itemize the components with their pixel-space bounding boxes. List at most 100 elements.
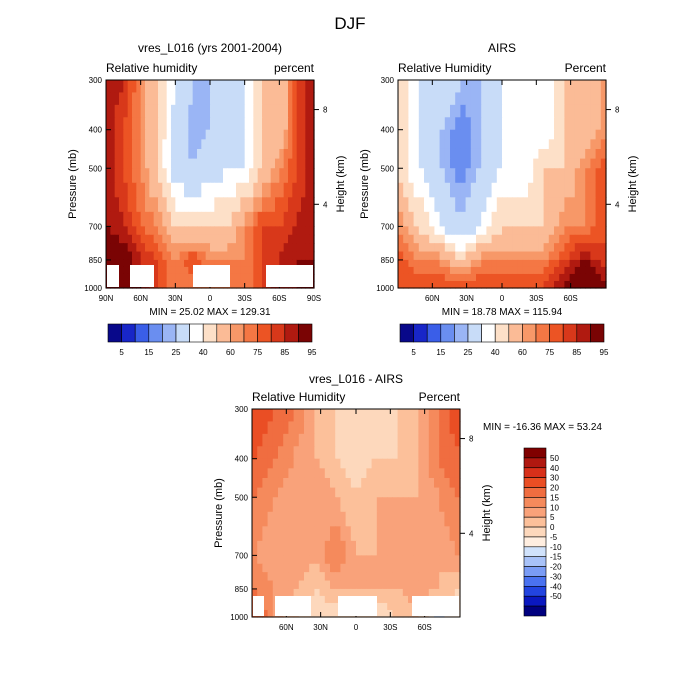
heat-cell	[376, 526, 383, 542]
heat-cell	[465, 139, 472, 150]
heat-cell	[413, 588, 419, 597]
heat-cell	[543, 197, 550, 213]
heat-cell	[413, 563, 419, 573]
heat-cell	[439, 280, 446, 289]
heat-cell	[267, 497, 274, 513]
heat-cell	[413, 211, 420, 227]
heat-cell	[392, 477, 399, 489]
heat-cell	[218, 158, 224, 169]
heat-cell	[171, 168, 176, 184]
heat-cell	[528, 158, 534, 169]
colorbar-swatch	[175, 323, 190, 343]
heat-cell	[218, 234, 224, 244]
heat-cell	[140, 129, 146, 140]
heat-cell	[227, 259, 233, 268]
heat-cell	[444, 234, 451, 244]
heat-cell	[309, 226, 315, 236]
heat-cell	[305, 182, 311, 198]
heat-cell	[309, 477, 315, 489]
heat-cell	[548, 243, 555, 253]
heat-cell	[382, 572, 388, 582]
heat-cell	[387, 421, 393, 435]
heat-cell	[387, 572, 393, 582]
heat-cell	[345, 511, 352, 527]
heat-cell	[554, 259, 560, 268]
heat-cell	[496, 251, 503, 261]
heat-cell	[314, 433, 321, 447]
heat-cell	[403, 182, 409, 198]
heat-cell	[240, 168, 246, 184]
heat-cell	[590, 234, 597, 244]
heat-cell	[418, 243, 425, 253]
heat-cell	[309, 104, 315, 118]
heat-cell	[418, 226, 425, 236]
heat-cell	[293, 580, 300, 590]
lat-tick-label: 60S	[272, 294, 286, 303]
heat-cell	[106, 197, 111, 213]
heat-cell	[283, 421, 289, 435]
heat-cell	[502, 243, 508, 253]
heat-cell	[319, 602, 326, 611]
heat-cell	[292, 158, 298, 169]
heat-cell	[272, 580, 279, 590]
heat-cell	[434, 421, 440, 435]
heat-cell	[454, 526, 461, 542]
heat-cell	[402, 602, 409, 611]
heat-cell	[324, 433, 331, 447]
heat-cell	[293, 458, 300, 469]
colorbar-swatch	[216, 323, 231, 343]
heat-cell	[502, 197, 508, 213]
heat-cell	[335, 497, 341, 513]
heat-cell	[298, 458, 305, 469]
heat-cell	[314, 609, 321, 618]
heat-cell	[470, 80, 477, 94]
heat-cell	[376, 572, 383, 582]
heat-cell	[382, 540, 388, 556]
heat-cell	[392, 526, 399, 542]
heat-cell	[496, 182, 503, 198]
heat-cell	[454, 580, 461, 590]
heat-cell	[140, 197, 146, 213]
heat-cell	[110, 158, 116, 169]
heat-cell	[481, 92, 487, 106]
heat-cell	[231, 211, 237, 227]
heat-cell	[171, 158, 176, 169]
heat-cell	[481, 129, 487, 140]
heat-cell	[371, 540, 378, 556]
heat-cell	[201, 92, 207, 106]
heat-cell	[272, 458, 279, 469]
heat-cell	[110, 104, 116, 118]
heat-cell	[548, 139, 555, 150]
heat-cell	[210, 226, 215, 236]
heat-cell	[123, 148, 129, 160]
heat-cell	[496, 243, 503, 253]
heat-cell	[580, 129, 586, 140]
heat-cell	[106, 259, 111, 268]
heat-cell	[392, 421, 399, 435]
heat-cell	[106, 211, 111, 227]
heat-cell	[590, 117, 597, 131]
heat-cell	[279, 104, 285, 118]
heat-cell	[127, 117, 133, 131]
heat-cell	[231, 280, 237, 289]
heat-cell	[288, 540, 295, 556]
heat-cell	[149, 211, 155, 227]
heat-cell	[192, 243, 198, 253]
heat-cell	[465, 259, 472, 268]
heat-cell	[324, 609, 331, 618]
heat-cell	[166, 266, 172, 275]
heat-cell	[455, 266, 461, 275]
heat-cell	[486, 168, 493, 184]
heat-cell	[481, 80, 487, 94]
heat-cell	[522, 251, 529, 261]
heat-cell	[600, 251, 607, 261]
heat-cell	[153, 226, 159, 236]
heat-cell	[481, 168, 487, 184]
heat-cell	[270, 129, 276, 140]
heat-cell	[279, 92, 285, 106]
heat-cell	[236, 251, 241, 261]
heat-cell	[371, 487, 378, 498]
heat-cell	[580, 259, 586, 268]
heat-cell	[585, 273, 591, 282]
